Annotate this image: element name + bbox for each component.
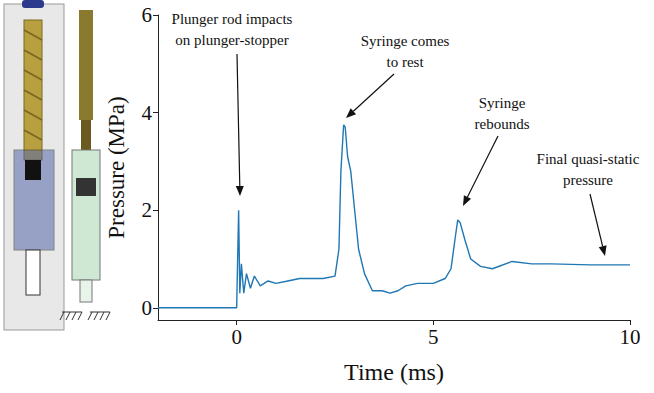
svg-text:on plunger-stopper: on plunger-stopper: [175, 32, 288, 48]
svg-text:5: 5: [428, 325, 439, 349]
svg-text:10: 10: [620, 325, 641, 349]
svg-text:2: 2: [142, 198, 153, 222]
svg-text:Pressure (MPa): Pressure (MPa): [104, 96, 129, 238]
svg-text:rebounds: rebounds: [475, 116, 530, 132]
svg-text:Time (ms): Time (ms): [344, 359, 444, 385]
svg-text:Final quasi-static: Final quasi-static: [537, 151, 640, 167]
svg-text:pressure: pressure: [563, 172, 613, 188]
svg-text:Syringe: Syringe: [479, 95, 526, 111]
svg-text:0: 0: [231, 325, 242, 349]
svg-text:to rest: to rest: [386, 54, 424, 70]
svg-text:4: 4: [142, 101, 153, 125]
svg-text:Syringe comes: Syringe comes: [361, 33, 450, 49]
svg-text:0: 0: [142, 296, 153, 320]
svg-text:Plunger rod impacts: Plunger rod impacts: [172, 11, 293, 27]
svg-text:6: 6: [142, 3, 153, 27]
